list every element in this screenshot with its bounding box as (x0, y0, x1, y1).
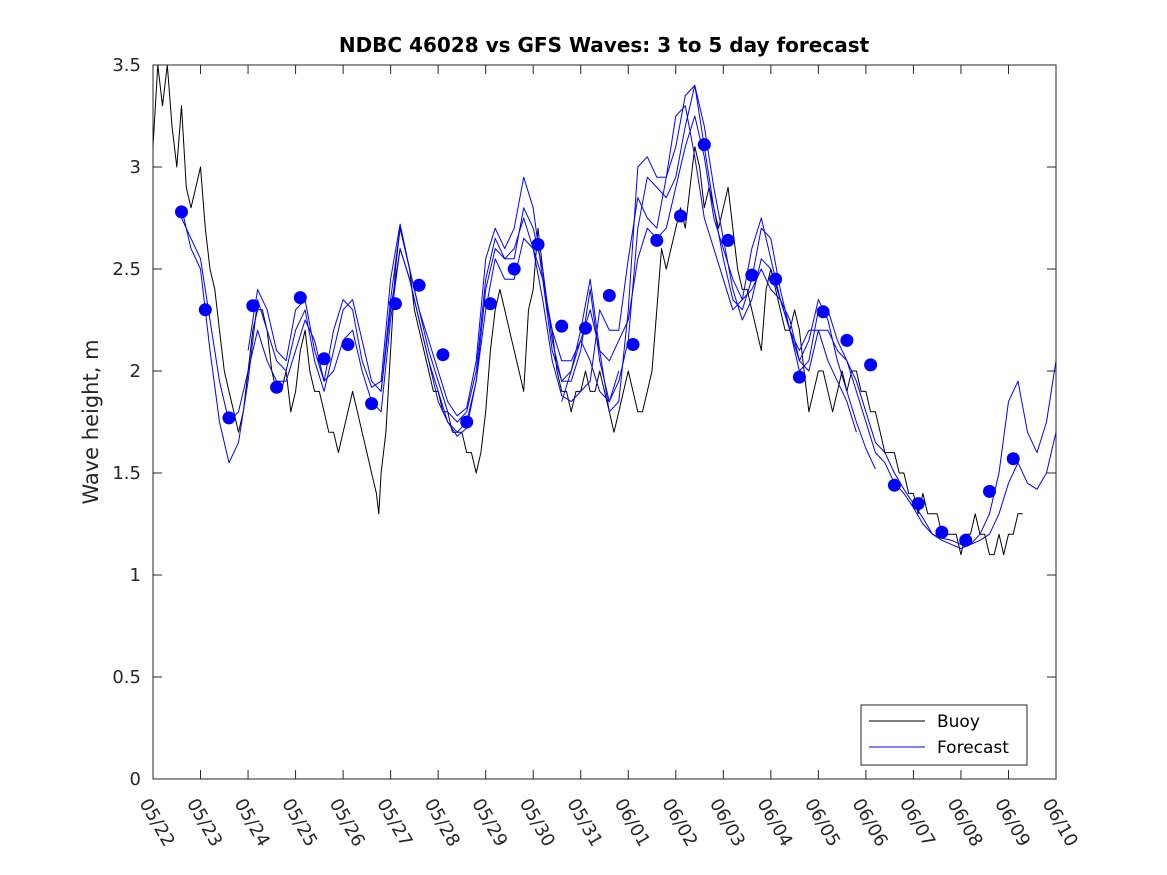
forecast-marker (769, 272, 783, 286)
forecast-marker (864, 358, 878, 372)
forecast-marker (388, 297, 402, 311)
forecast-marker (341, 338, 355, 351)
forecast-marker (816, 305, 830, 319)
y-axis-label: Wave height, m (79, 339, 103, 504)
forecast-marker (531, 238, 545, 251)
forecast-marker (365, 397, 379, 411)
forecast-marker (460, 415, 474, 429)
forecast-marker (317, 352, 331, 366)
forecast-marker (911, 497, 925, 511)
forecast-series-line (561, 339, 620, 403)
forecast-marker (555, 319, 569, 333)
legend-buoy-label: Buoy (937, 712, 980, 732)
forecast-series-line (181, 84, 1056, 549)
forecast-marker (507, 262, 521, 276)
forecast-marker (222, 411, 236, 425)
forecast-marker (792, 370, 806, 384)
plot-area (153, 65, 1056, 779)
y-tick-label: 3.5 (112, 55, 141, 76)
forecast-marker (745, 268, 759, 282)
forecast-series-line (247, 84, 876, 470)
forecast-marker (697, 138, 711, 152)
y-tick-label: 0.5 (112, 667, 141, 688)
forecast-marker (650, 233, 664, 247)
forecast-marker (270, 380, 284, 394)
forecast-marker (483, 297, 497, 311)
forecast-marker (887, 478, 901, 492)
axes-box (152, 64, 1057, 780)
forecast-marker (602, 289, 616, 302)
y-tick-label: 2.5 (112, 259, 141, 280)
forecast-marker (246, 299, 260, 313)
buoy-series-line (153, 65, 1023, 556)
forecast-marker (626, 338, 640, 351)
y-tick-label: 2 (130, 361, 141, 382)
legend-forecast-label: Forecast (937, 738, 1009, 758)
forecast-marker (412, 278, 426, 292)
series-layer (153, 65, 1056, 556)
forecast-marker (293, 291, 307, 305)
forecast-marker (674, 209, 687, 223)
forecast-marker (198, 303, 212, 317)
legend: Buoy Forecast (860, 704, 1028, 766)
y-axis-ticks: 0 0.5 1 1.5 2 2.5 3 3.5 (112, 55, 1056, 790)
chart-title: NDBC 46028 vs GFS Waves: 3 to 5 day fore… (339, 33, 870, 57)
forecast-marker (935, 525, 949, 539)
forecast-marker (840, 333, 854, 347)
forecast-marker (579, 321, 592, 335)
forecast-marker (721, 233, 735, 247)
legend-box (860, 704, 1028, 766)
forecast-series-line (380, 105, 857, 437)
forecast-marker (175, 205, 188, 219)
y-tick-label: 1.5 (112, 463, 141, 484)
forecast-marker (959, 533, 973, 547)
forecast-marker (983, 484, 996, 498)
y-tick-label: 1 (130, 565, 141, 586)
y-tick-label: 3 (130, 157, 141, 178)
forecast-marker (436, 348, 450, 362)
y-tick-label: 0 (130, 769, 141, 790)
forecast-marker (1006, 452, 1020, 466)
